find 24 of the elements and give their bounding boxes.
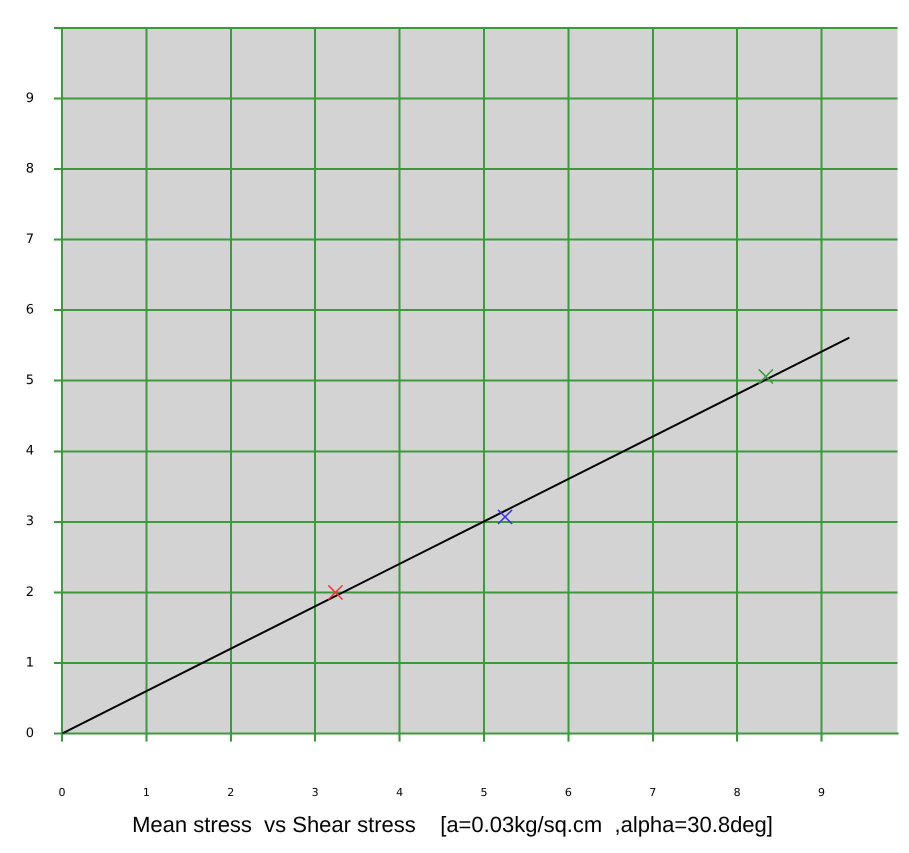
y-tick-label: 7 bbox=[26, 232, 34, 247]
y-tick-label: 1 bbox=[26, 655, 34, 670]
y-tick-label: 8 bbox=[26, 161, 34, 176]
point bbox=[758, 368, 774, 384]
y-tick-label: 6 bbox=[26, 302, 34, 318]
y-tick-label: 5 bbox=[26, 373, 34, 388]
y-tick-label: 2 bbox=[26, 584, 34, 600]
x-tick-label: 3 bbox=[312, 786, 319, 800]
x-tick-label: 7 bbox=[649, 786, 656, 800]
x-tick-label: 2 bbox=[227, 786, 234, 800]
y-tick-label: 4 bbox=[26, 444, 34, 459]
y-tick-label: 3 bbox=[26, 514, 34, 530]
x-tick-label: 9 bbox=[818, 786, 826, 800]
y-tick-label: 0 bbox=[26, 726, 34, 741]
x-tick-label: 6 bbox=[564, 786, 572, 800]
x-tick-label: 5 bbox=[480, 786, 488, 800]
x-tick-label: 4 bbox=[396, 786, 404, 800]
x-tick-label: 1 bbox=[142, 786, 150, 800]
point bbox=[328, 584, 344, 600]
y-tick-label: 9 bbox=[26, 90, 34, 106]
point bbox=[497, 509, 513, 525]
x-tick-label: 8 bbox=[734, 786, 741, 800]
x-tick-label: 0 bbox=[58, 786, 66, 800]
text: Mean stress vs Shear stress [a=0.03kg/sq.cm ,alpha=30.8deg] bbox=[132, 812, 773, 837]
